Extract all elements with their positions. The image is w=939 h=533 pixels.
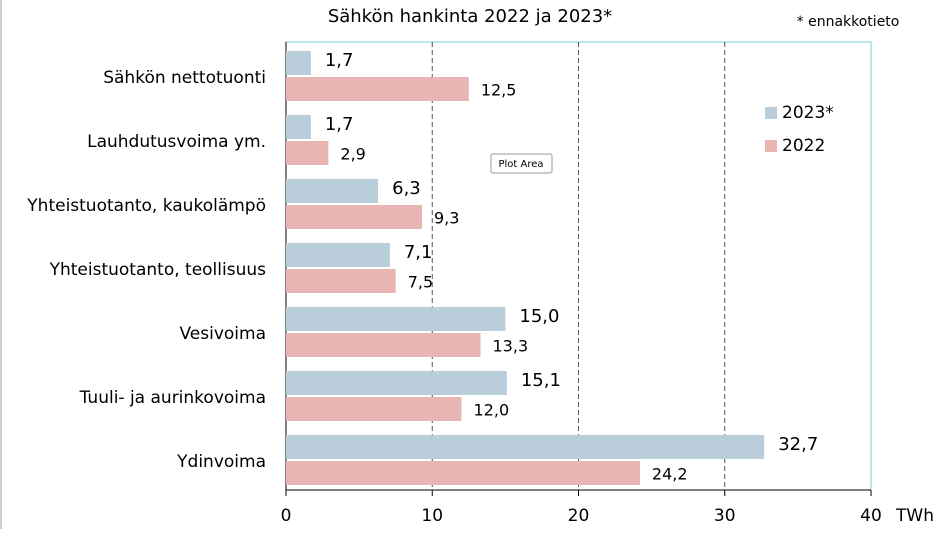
bar [286, 51, 311, 75]
bar [286, 307, 506, 331]
chart-title: Sähkön hankinta 2022 ja 2023* [328, 6, 612, 27]
bar [286, 371, 507, 395]
bar [286, 243, 390, 267]
x-tick-label: 30 [714, 506, 736, 526]
value-label: 7,5 [408, 273, 433, 292]
bar [286, 461, 640, 485]
value-label: 12,5 [481, 81, 517, 100]
value-label: 12,0 [474, 401, 510, 420]
value-label: 13,3 [493, 337, 529, 356]
value-label: 1,7 [325, 114, 354, 135]
value-label: 15,1 [521, 370, 561, 391]
value-label: 1,7 [325, 50, 354, 71]
legend-label: 2022 [782, 136, 825, 156]
bar [286, 115, 311, 139]
y-tick-label: Vesivoima [179, 324, 266, 344]
value-label: 7,1 [404, 242, 433, 263]
bar [286, 205, 423, 229]
annotation: * ennakkotieto [797, 14, 900, 30]
bar [286, 141, 329, 165]
value-label: 15,0 [519, 306, 559, 327]
value-label: 24,2 [652, 465, 688, 484]
value-label: 2,9 [340, 145, 365, 164]
tooltip-box [490, 153, 553, 174]
value-label: 6,3 [392, 178, 421, 199]
y-tick-label: Lauhdutusvoima ym. [87, 132, 266, 152]
x-unit: TWh [895, 506, 934, 526]
bar [286, 77, 469, 101]
tooltip: Plot Area [498, 159, 543, 170]
bar [286, 435, 765, 459]
x-tick-label: 0 [281, 506, 292, 526]
value-label: 32,7 [778, 434, 818, 455]
bar [286, 333, 481, 357]
x-tick-label: 20 [568, 506, 590, 526]
legend-swatch [765, 107, 777, 119]
value-label: 9,3 [434, 209, 459, 228]
y-tick-label: Sähkön nettotuonti [103, 68, 266, 88]
y-tick-label: Yhteistuotanto, teollisuus [49, 260, 267, 280]
bar [286, 269, 396, 293]
y-tick-label: Yhteistuotanto, kaukolämpö [26, 196, 266, 216]
y-tick-label: Tuuli- ja aurinkovoima [79, 388, 266, 408]
bar [286, 179, 379, 203]
x-tick-label: 40 [860, 506, 882, 526]
y-tick-label: Ydinvoima [176, 452, 266, 472]
legend-swatch [765, 140, 777, 152]
legend-label: 2023* [782, 103, 834, 123]
bar [286, 397, 462, 421]
x-tick-label: 10 [421, 506, 443, 526]
